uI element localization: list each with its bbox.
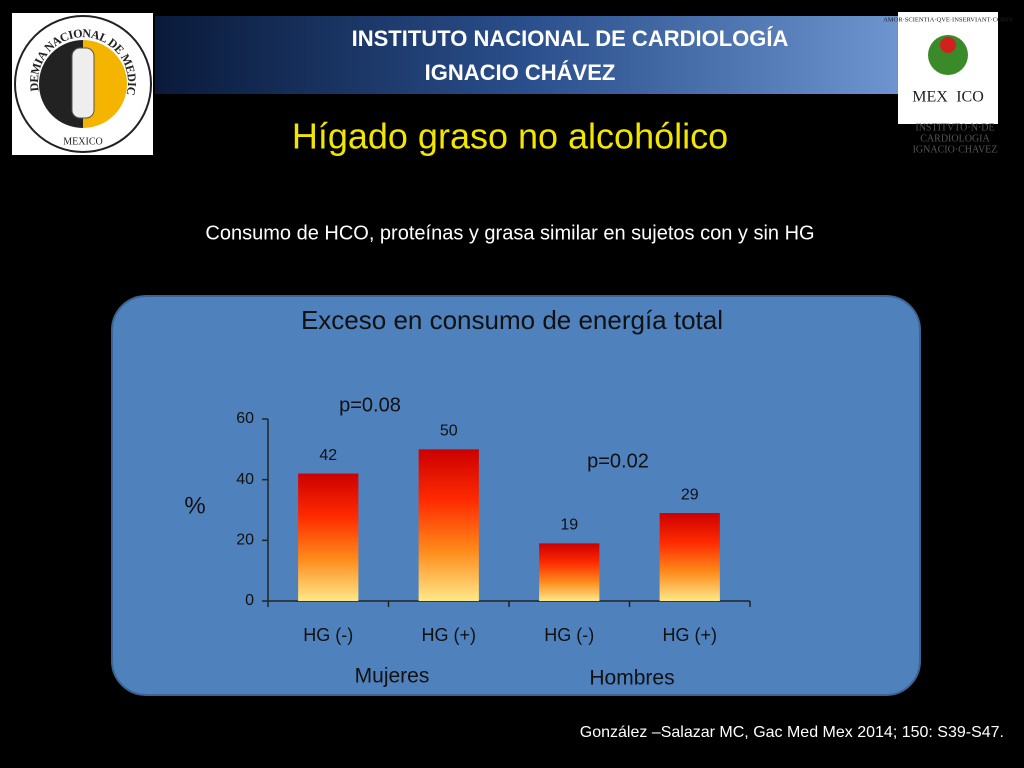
plot: 0 20 40 60 HG (-) 42 HG (+) 50 HG (-) 19 HG (+) 29 bbox=[236, 410, 751, 645]
data-label: 29 bbox=[681, 486, 699, 503]
logo-tree bbox=[928, 35, 968, 75]
y-tick-label: 40 bbox=[236, 471, 254, 488]
logo-caption: CARDIOLOGIA bbox=[920, 133, 990, 144]
y-axis-label: % bbox=[184, 492, 205, 519]
bar bbox=[659, 513, 720, 601]
y-tick-label: 0 bbox=[245, 592, 254, 609]
y-tick-label: 20 bbox=[236, 532, 254, 549]
statue bbox=[71, 47, 95, 119]
citation: González –Salazar MC, Gac Med Mex 2014; … bbox=[580, 724, 1004, 741]
logo-motto: AMOR·SCIENTIA·QVE·INSERVIANT·CORDI bbox=[883, 16, 1013, 23]
chart-title: Exceso en consumo de energía total bbox=[301, 305, 723, 335]
slide-title: Hígado graso no alcohólico bbox=[292, 116, 728, 157]
left-logo: ACADEMIA NACIONAL DE MEDICINA MEXICO bbox=[0, 0, 153, 155]
bar bbox=[539, 543, 600, 601]
institute-line: IGNACIO CHÁVEZ bbox=[425, 60, 616, 85]
data-label: 50 bbox=[440, 423, 458, 440]
bar bbox=[418, 449, 479, 601]
x-tick-label: HG (+) bbox=[662, 625, 717, 645]
logo-caption: IGNACIO·CHAVEZ bbox=[913, 144, 998, 155]
logo-caption: INSTITVTO·N·DE bbox=[915, 122, 994, 133]
data-label: 42 bbox=[319, 447, 337, 464]
bar bbox=[298, 473, 359, 601]
header-band bbox=[155, 16, 900, 94]
x-tick-label: HG (-) bbox=[544, 625, 594, 645]
institute-line: INSTITUTO NACIONAL DE CARDIOLOGÍA bbox=[352, 26, 789, 51]
data-label: 19 bbox=[560, 517, 578, 534]
right-logo: AMOR·SCIENTIA·QVE·INSERVIANT·CORDI MEX I… bbox=[883, 12, 1013, 155]
y-tick-label: 60 bbox=[236, 410, 254, 427]
group-label: Hombres bbox=[589, 667, 674, 690]
logo-country: MEX bbox=[912, 89, 948, 106]
logo-country: ICO bbox=[956, 89, 984, 106]
subtitle: Consumo de HCO, proteínas y grasa simila… bbox=[205, 222, 814, 244]
chart-panel bbox=[111, 295, 921, 696]
logo-bottom-text: MEXICO bbox=[63, 136, 102, 147]
group-label: Mujeres bbox=[355, 665, 430, 688]
logo-heart bbox=[940, 37, 956, 53]
annotation: p=0.02 bbox=[587, 450, 649, 472]
annotation: p=0.08 bbox=[339, 394, 401, 416]
x-tick-label: HG (-) bbox=[303, 625, 353, 645]
x-tick-label: HG (+) bbox=[421, 625, 476, 645]
